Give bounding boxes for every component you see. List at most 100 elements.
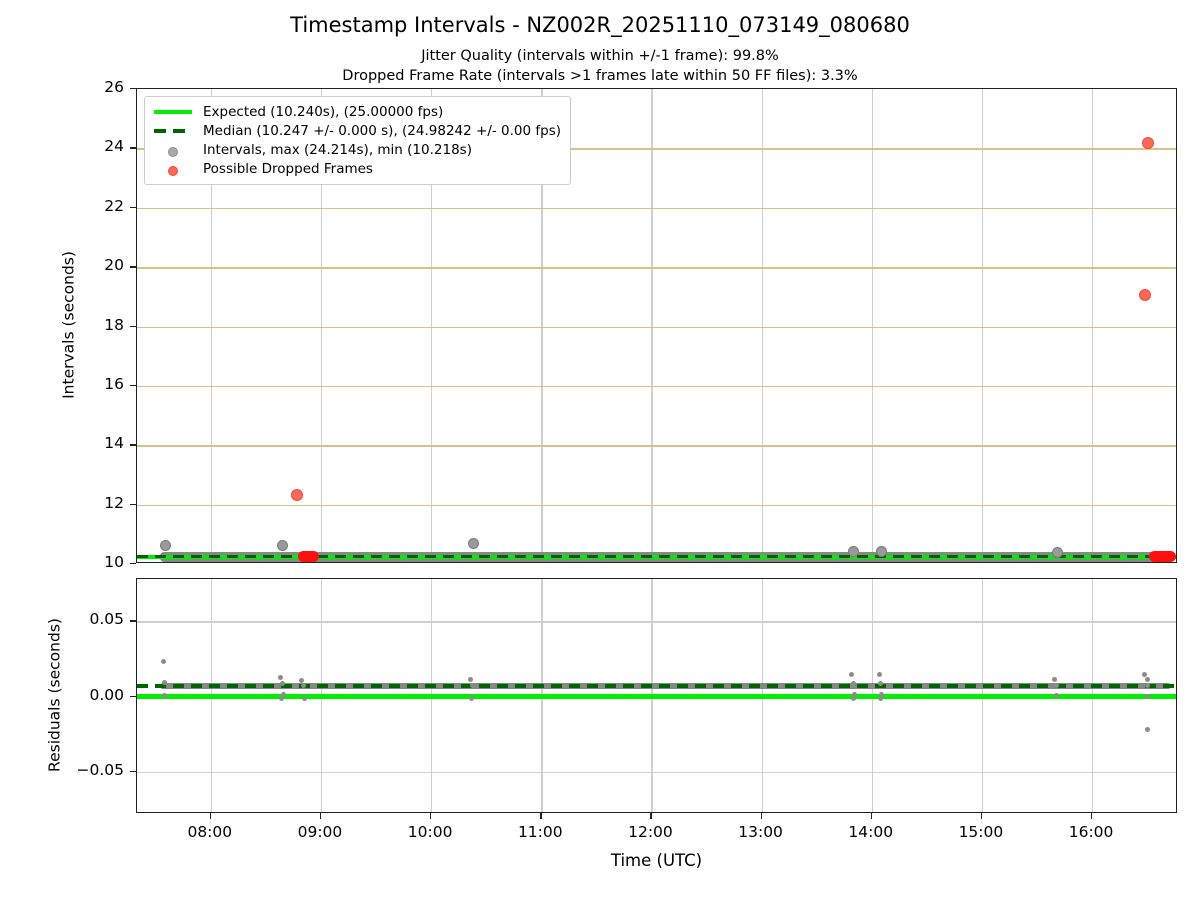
residual-point bbox=[277, 675, 283, 681]
intervals-plot-area bbox=[137, 89, 1176, 562]
x-axis-tick bbox=[319, 813, 322, 819]
y-axis-tick-label: 26 bbox=[104, 78, 124, 96]
interval-point bbox=[467, 537, 479, 549]
median-line-swatch-icon bbox=[153, 124, 193, 138]
y-axis-tick-label: 24 bbox=[104, 137, 124, 156]
legend-item: Possible Dropped Frames bbox=[153, 159, 561, 178]
x-axis-tick-label: 12:00 bbox=[628, 823, 673, 841]
residual-point bbox=[849, 672, 855, 678]
residual-point bbox=[162, 679, 168, 685]
legend-item: Intervals, max (24.214s), min (10.218s) bbox=[153, 140, 561, 159]
y-axis-tick-label: 10 bbox=[104, 553, 124, 571]
residual-point bbox=[1144, 676, 1150, 682]
intervals-plot-axes: Expected (10.240s), (25.00000 fps) Median… bbox=[136, 88, 1177, 563]
gridline-horizontal bbox=[137, 385, 1176, 388]
gridline-horizontal bbox=[137, 148, 1176, 150]
x-axis-tick-label: 08:00 bbox=[187, 823, 233, 841]
y-axis-tick-label: 20 bbox=[104, 256, 124, 275]
dropped-frame-point bbox=[1139, 288, 1152, 301]
gridline-vertical bbox=[761, 89, 763, 562]
dropped-frames-cluster bbox=[1149, 551, 1176, 562]
legend-item: Expected (10.240s), (25.00000 fps) bbox=[153, 102, 561, 121]
gridline-horizontal bbox=[137, 621, 1176, 623]
chart-legend: Expected (10.240s), (25.00000 fps) Median… bbox=[144, 96, 572, 185]
median-line bbox=[137, 684, 1176, 688]
y-axis-tick bbox=[130, 695, 136, 697]
y-axis-tick bbox=[130, 325, 136, 327]
residual-point bbox=[1144, 682, 1150, 688]
x-axis-tick-label: 14:00 bbox=[848, 823, 894, 841]
residual-point bbox=[1144, 694, 1150, 699]
y-axis-tick bbox=[130, 620, 136, 622]
legend-label: Intervals, max (24.214s), min (10.218s) bbox=[203, 141, 472, 158]
expected-line bbox=[137, 694, 1176, 699]
residuals-plot-area bbox=[137, 579, 1176, 812]
y-axis-tick bbox=[130, 503, 136, 506]
gridline-vertical bbox=[320, 89, 323, 562]
residual-point bbox=[281, 691, 286, 697]
gridline-vertical bbox=[981, 89, 984, 562]
gridline-vertical bbox=[1092, 89, 1094, 562]
residual-point bbox=[1144, 727, 1150, 733]
expected-line-swatch-icon bbox=[153, 105, 193, 119]
dropped-frame-point bbox=[1141, 136, 1154, 149]
interval-point bbox=[1051, 546, 1063, 558]
y-axis-tick bbox=[130, 206, 136, 209]
residual-point bbox=[279, 681, 285, 687]
gridline-horizontal bbox=[137, 445, 1176, 447]
y-axis-tick bbox=[130, 563, 136, 565]
x-axis-tick bbox=[650, 813, 652, 819]
y-axis-tick bbox=[130, 770, 136, 773]
residual-point bbox=[300, 682, 306, 688]
residual-point bbox=[878, 681, 884, 687]
gridline-horizontal bbox=[137, 267, 1176, 269]
x-axis-tick-label: 13:00 bbox=[738, 823, 783, 841]
residual-point bbox=[301, 696, 307, 702]
gridline-vertical bbox=[871, 89, 874, 562]
residual-point bbox=[1142, 672, 1148, 678]
x-axis-tick bbox=[209, 813, 212, 819]
y-axis-tick bbox=[130, 88, 136, 90]
gridline-vertical bbox=[210, 89, 213, 562]
x-axis-tick-label: 11:00 bbox=[517, 823, 563, 841]
residuals-plot-axes bbox=[136, 578, 1177, 813]
residual-point bbox=[162, 693, 168, 699]
gridline-horizontal bbox=[137, 504, 1176, 507]
y-axis-tick-label: −0.05 bbox=[76, 760, 125, 779]
gridline-horizontal bbox=[137, 207, 1176, 210]
x-axis-tick bbox=[980, 813, 983, 819]
interval-point bbox=[159, 539, 171, 551]
interval-point bbox=[875, 545, 887, 557]
residual-point bbox=[879, 691, 885, 697]
dropped-frame-rate-subtitle: Dropped Frame Rate (intervals >1 frames … bbox=[342, 68, 858, 84]
residual-point bbox=[469, 695, 475, 701]
gridline-vertical bbox=[431, 89, 433, 562]
dropped-frames-cluster bbox=[297, 551, 319, 562]
residual-point bbox=[876, 672, 882, 678]
x-axis-tick bbox=[430, 813, 432, 819]
page-title: Timestamp Intervals - NZ002R_20251110_07… bbox=[290, 13, 910, 37]
residual-point bbox=[850, 696, 856, 702]
interval-point bbox=[277, 539, 289, 551]
y-axis-tick-label: 12 bbox=[104, 493, 124, 512]
legend-item: Median (10.247 +/- 0.000 s), (24.98242 +… bbox=[153, 121, 561, 140]
gridline-horizontal bbox=[137, 326, 1176, 328]
residual-point bbox=[851, 691, 857, 697]
x-axis-tick bbox=[870, 813, 873, 819]
interval-point bbox=[848, 545, 860, 557]
residual-point bbox=[878, 696, 884, 702]
y-axis-tick-label: 0.05 bbox=[89, 610, 124, 629]
x-axis-label: Time (UTC) bbox=[610, 851, 703, 870]
y-axis-tick bbox=[130, 384, 136, 387]
residual-point bbox=[1052, 676, 1058, 682]
dropped-frame-point bbox=[291, 488, 304, 501]
legend-label: Expected (10.240s), (25.00000 fps) bbox=[203, 103, 444, 120]
y-axis-tick-label: 0.00 bbox=[89, 685, 124, 704]
interval-marker-icon bbox=[153, 143, 193, 157]
x-axis-tick bbox=[1091, 813, 1093, 819]
y-axis-tick bbox=[130, 266, 136, 268]
median-line bbox=[137, 554, 1176, 559]
y-axis-tick bbox=[130, 444, 136, 446]
residual-point bbox=[298, 678, 304, 684]
